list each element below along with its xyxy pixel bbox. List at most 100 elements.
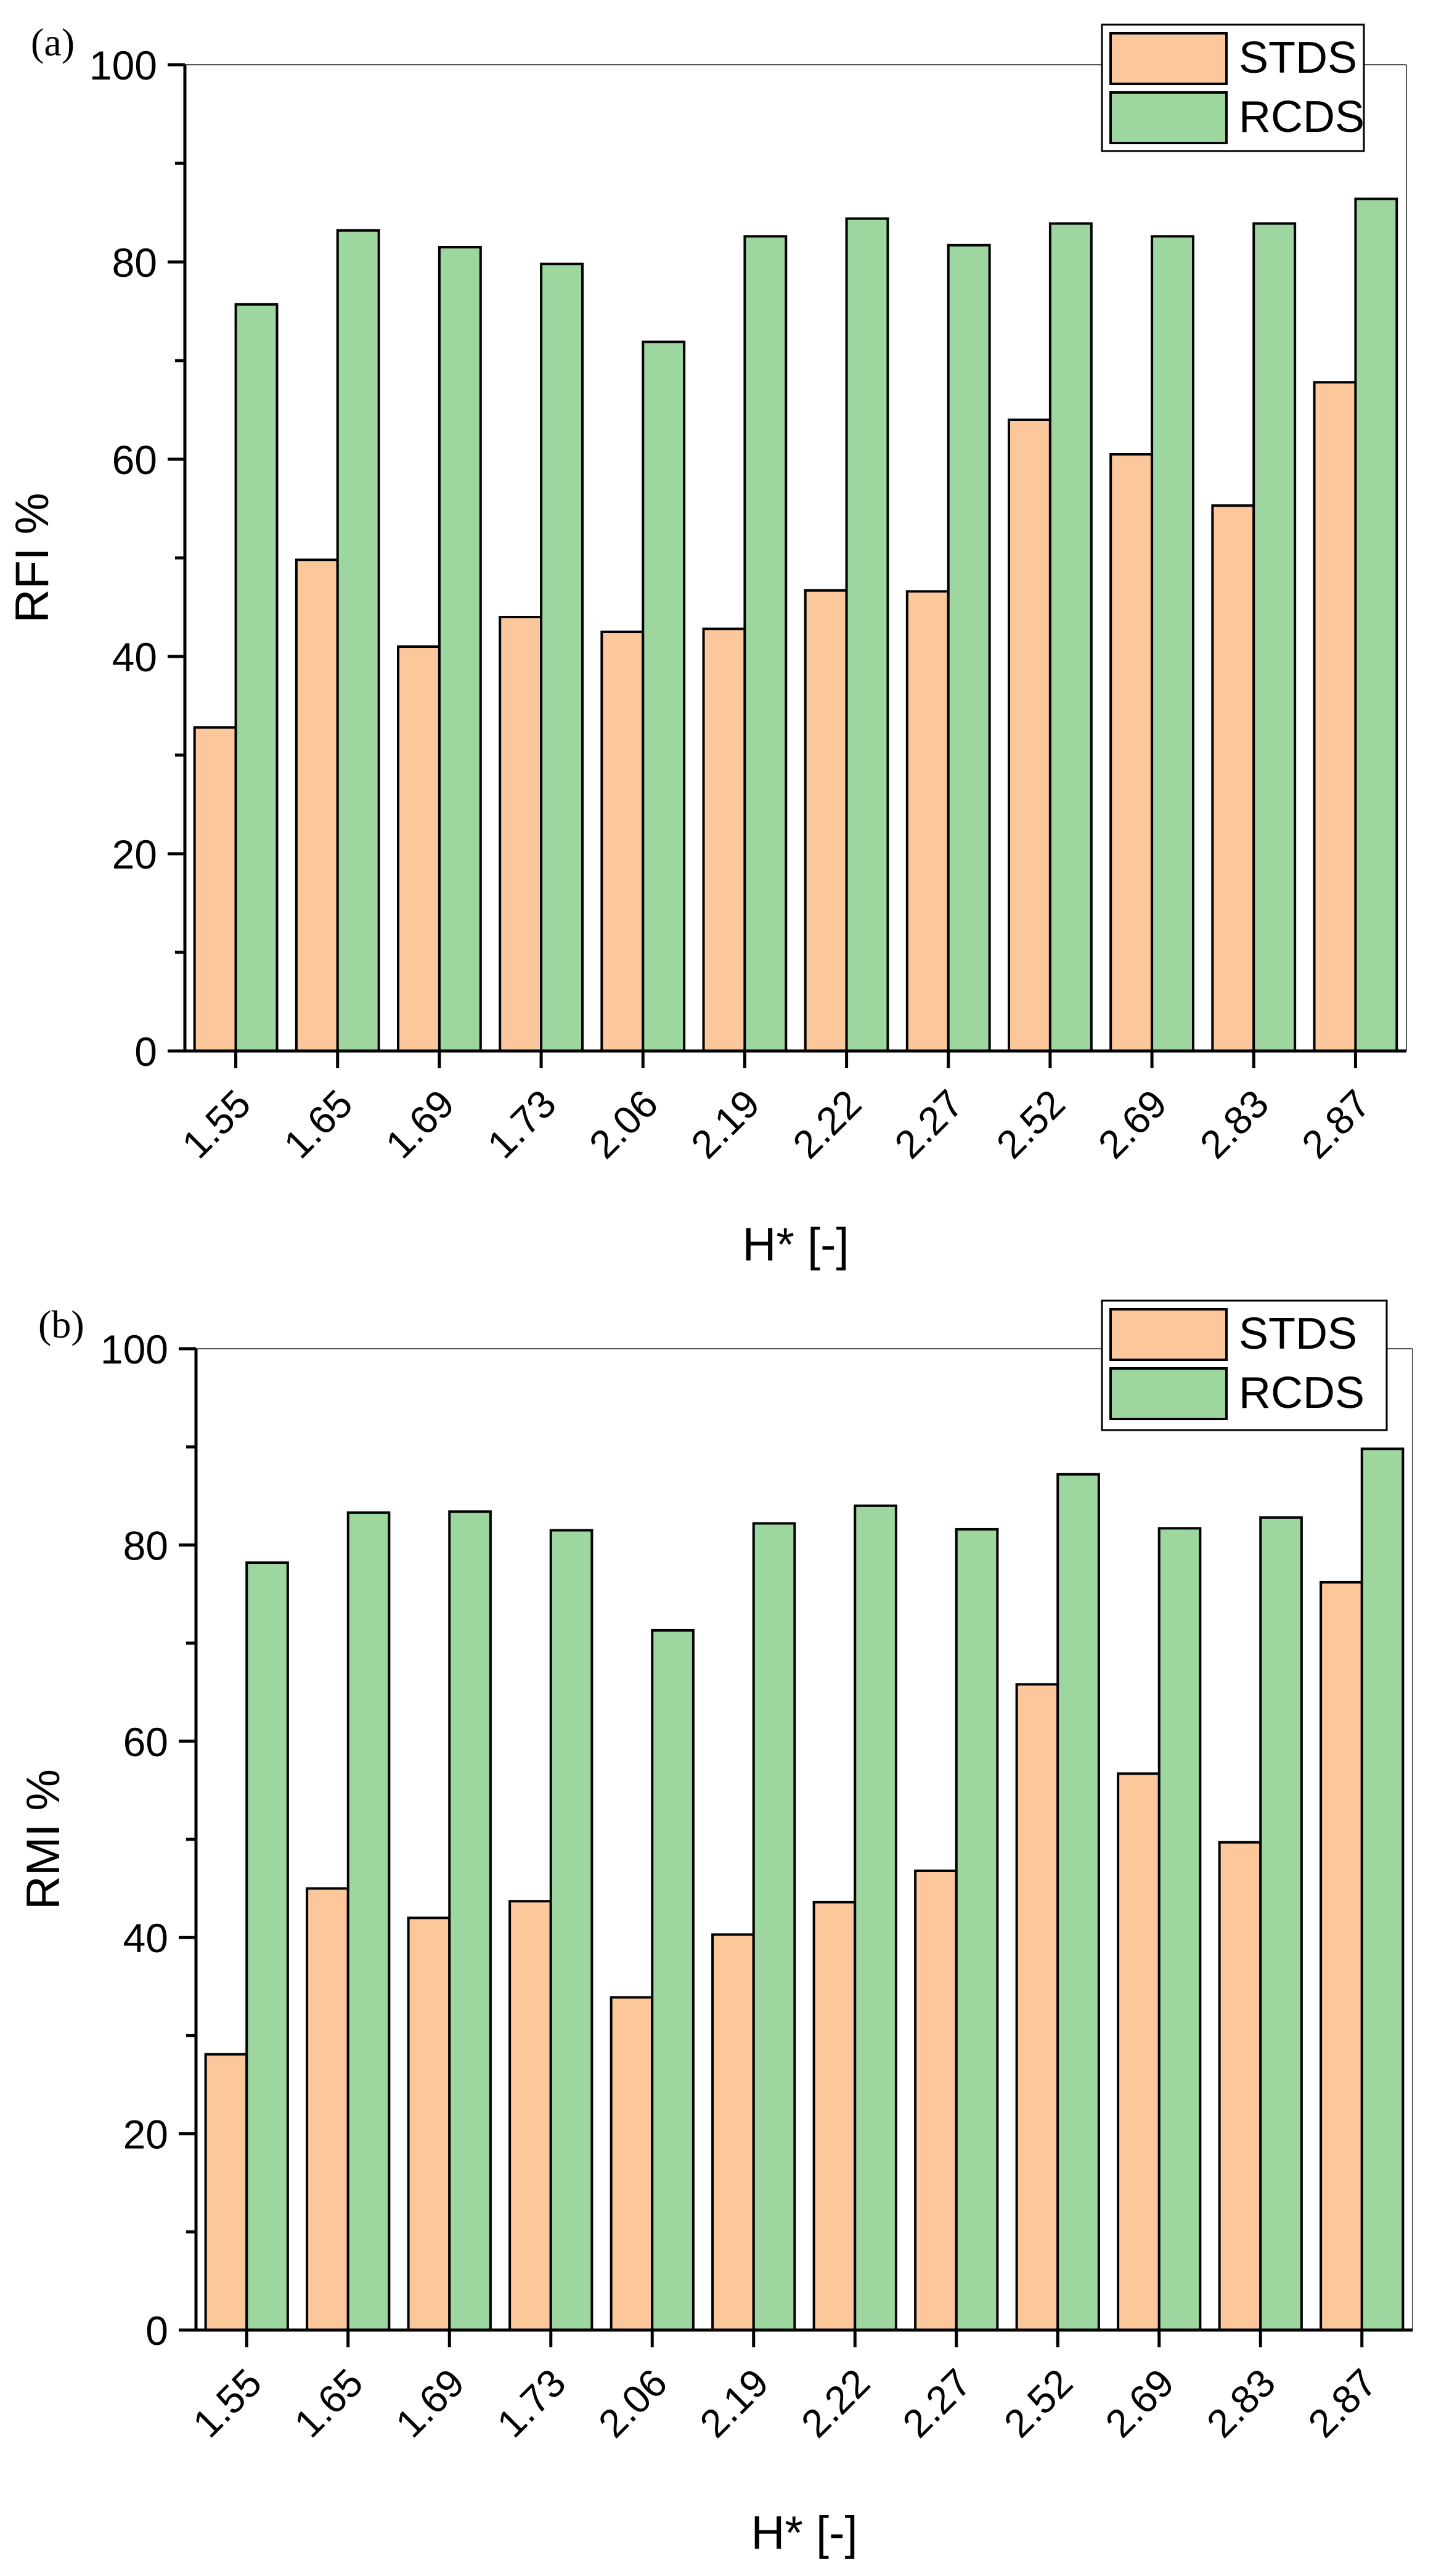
x-tick-label-1.65: 1.65 — [275, 1081, 361, 1167]
panel-label: (a) — [31, 20, 75, 64]
bar-stds-2.83 — [1211, 504, 1255, 1052]
bar-stds-2.83 — [1218, 1841, 1262, 2331]
bar-rcds-2.06 — [642, 340, 686, 1052]
legend-label-stds: STDS — [1239, 1309, 1357, 1359]
bar-stds-1.69 — [397, 645, 441, 1052]
x-tick-label-2.83: 2.83 — [1198, 2360, 1284, 2446]
y-axis-title: RMI % — [17, 1769, 70, 1910]
bar-stds-2.69 — [1109, 453, 1154, 1052]
x-tick-label-2.83: 2.83 — [1191, 1081, 1277, 1167]
legend-swatch-rcds — [1109, 91, 1228, 144]
bar-rcds-1.65 — [346, 1511, 391, 2331]
x-tick-label-2.52: 2.52 — [988, 1081, 1074, 1167]
bar-rcds-2.27 — [947, 243, 991, 1052]
y-tick-label-60: 60 — [112, 437, 157, 483]
legend: STDS RCDS — [1101, 23, 1365, 152]
y-tick-label-80: 80 — [112, 240, 157, 285]
bar-rcds-1.69 — [438, 246, 482, 1052]
bar-stds-2.52 — [1008, 419, 1051, 1052]
bar-rcds-2.27 — [955, 1527, 999, 2331]
bar-rcds-1.73 — [549, 1529, 594, 2331]
bar-rcds-2.06 — [651, 1629, 695, 2331]
bar-stds-1.69 — [407, 1916, 451, 2332]
y-tick-label-40: 40 — [123, 1915, 168, 1961]
x-tick-label-2.22: 2.22 — [784, 1081, 870, 1167]
bar-rcds-1.65 — [336, 229, 380, 1052]
y-tick-label-80: 80 — [123, 1523, 168, 1568]
x-tick-label-2.87: 2.87 — [1300, 2360, 1385, 2446]
bar-stds-2.22 — [804, 589, 848, 1052]
x-tick-label-1.65: 1.65 — [286, 2360, 372, 2446]
bar-rcds-2.19 — [752, 1522, 796, 2331]
bar-rcds-2.69 — [1157, 1527, 1202, 2331]
bar-rcds-2.19 — [743, 235, 788, 1052]
legend-label-stds: STDS — [1239, 33, 1357, 83]
bar-stds-2.69 — [1117, 1772, 1161, 2331]
bar-stds-1.73 — [508, 1900, 552, 2331]
y-tick-label-100: 100 — [89, 43, 157, 88]
x-tick-label-2.69: 2.69 — [1090, 1081, 1175, 1167]
bar-stds-2.19 — [702, 628, 746, 1052]
legend-swatch-stds — [1109, 32, 1228, 85]
bar-stds-2.27 — [914, 1869, 958, 2332]
bar-stds-2.87 — [1320, 1580, 1363, 2331]
x-tick-label-2.22: 2.22 — [793, 2360, 878, 2446]
x-tick-label-1.69: 1.69 — [377, 1081, 463, 1167]
y-tick-label-20: 20 — [123, 2112, 168, 2157]
x-tick-label-1.55: 1.55 — [184, 2360, 270, 2446]
bar-rcds-2.52 — [1048, 222, 1093, 1053]
x-tick-label-2.19: 2.19 — [691, 2360, 777, 2446]
y-tick-label-100: 100 — [100, 1327, 168, 1372]
bar-rcds-2.87 — [1360, 1447, 1405, 2331]
bar-rcds-2.22 — [854, 1504, 897, 2331]
bar-stds-1.73 — [499, 616, 543, 1052]
y-tick-label-20: 20 — [112, 832, 157, 877]
bar-stds-2.06 — [600, 631, 645, 1052]
legend-swatch-rcds — [1109, 1367, 1228, 1420]
x-axis-title: H* [-] — [742, 1219, 849, 1271]
x-tick-label-2.52: 2.52 — [995, 2360, 1081, 2446]
bar-rcds-1.73 — [540, 263, 584, 1053]
bar-stds-2.22 — [812, 1900, 857, 2331]
y-axis-title: RFI % — [6, 493, 59, 623]
x-axis-title: H* [-] — [751, 2507, 857, 2559]
bar-rcds-1.55 — [234, 303, 279, 1052]
x-tick-label-2.06: 2.06 — [590, 2360, 675, 2446]
x-tick-label-2.87: 2.87 — [1293, 1081, 1379, 1167]
y-tick-label-0: 0 — [145, 2308, 168, 2353]
legend-label-rcds: RCDS — [1239, 92, 1365, 142]
bar-stds-1.65 — [295, 558, 339, 1052]
bar-stds-1.55 — [193, 726, 237, 1052]
bar-stds-1.65 — [306, 1887, 349, 2332]
panel-label: (b) — [38, 1302, 84, 1346]
legend: STDS RCDS — [1101, 1299, 1388, 1431]
x-tick-label-1.55: 1.55 — [173, 1081, 259, 1167]
x-tick-label-2.19: 2.19 — [682, 1081, 768, 1167]
bar-rcds-2.83 — [1252, 222, 1297, 1053]
chart-panel-b: 0 20 40 60 80 100 1.55 1.65 1.69 1.73 2.06 2.19 2.22… — [17, 1299, 1413, 2559]
y-tick-label-0: 0 — [134, 1029, 157, 1074]
bar-rcds-2.87 — [1354, 197, 1398, 1053]
x-tick-label-1.73: 1.73 — [479, 1081, 565, 1167]
x-tick-label-2.27: 2.27 — [886, 1081, 972, 1167]
bar-rcds-2.22 — [845, 217, 889, 1053]
y-tick-label-60: 60 — [123, 1719, 168, 1765]
bar-rcds-1.55 — [245, 1561, 289, 2331]
legend-swatch-stds — [1109, 1308, 1228, 1361]
x-tick-label-1.73: 1.73 — [489, 2360, 574, 2446]
bar-stds-2.27 — [905, 590, 950, 1052]
x-tick-label-2.06: 2.06 — [581, 1081, 666, 1167]
bar-stds-2.52 — [1015, 1683, 1059, 2332]
bar-rcds-2.83 — [1259, 1516, 1303, 2331]
bar-rcds-1.69 — [448, 1510, 492, 2331]
bar-rcds-2.69 — [1151, 235, 1194, 1052]
bar-stds-2.06 — [610, 1996, 654, 2331]
y-tick-label-40: 40 — [112, 634, 157, 680]
bar-stds-2.87 — [1313, 381, 1357, 1053]
x-tick-label-2.27: 2.27 — [894, 2360, 980, 2446]
bar-stds-1.55 — [204, 2053, 248, 2331]
x-tick-label-2.69: 2.69 — [1097, 2360, 1183, 2446]
chart-panel-a: 0 20 40 60 80 100 1.55 1.65 1.69 1.73 2.06 2.19 2.22… — [6, 20, 1407, 1271]
x-tick-label-1.69: 1.69 — [387, 2360, 473, 2446]
